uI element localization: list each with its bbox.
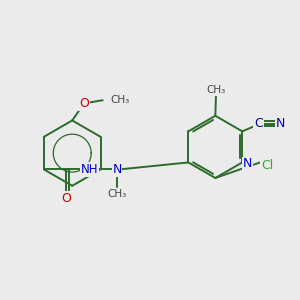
Text: NH: NH: [81, 163, 98, 176]
Text: CH₃: CH₃: [206, 85, 226, 95]
Text: O: O: [79, 97, 89, 110]
Text: N: N: [112, 163, 122, 176]
Text: O: O: [61, 192, 71, 205]
Text: CH₃: CH₃: [107, 189, 127, 199]
Text: Cl: Cl: [261, 159, 273, 172]
Text: CH₃: CH₃: [110, 95, 130, 105]
Text: N: N: [276, 117, 285, 130]
Text: C: C: [254, 117, 263, 130]
Text: N: N: [243, 158, 253, 170]
